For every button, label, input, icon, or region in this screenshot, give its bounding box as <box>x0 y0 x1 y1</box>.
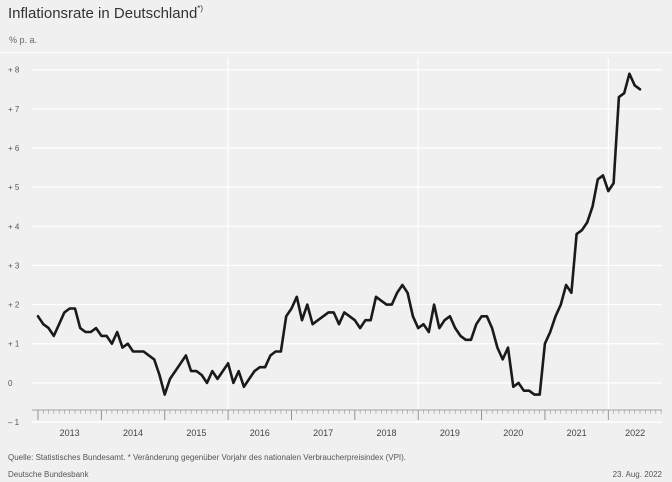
y-tick-label: + 2 <box>8 301 20 310</box>
y-tick-label: + 8 <box>8 66 20 75</box>
y-tick-label: + 3 <box>8 261 20 270</box>
y-tick-label: – 1 <box>8 418 20 427</box>
y-tick-label: + 6 <box>8 144 20 153</box>
x-tick-label: 2022 <box>625 428 645 438</box>
y-tick-label: 0 <box>8 379 13 388</box>
x-tick-label: 2018 <box>377 428 397 438</box>
source-note: Quelle: Statistisches Bundesamt. * Verän… <box>8 453 407 462</box>
unit-label: % p. a. <box>9 35 38 45</box>
x-tick-label: 2014 <box>123 428 143 438</box>
grid-lines <box>32 58 662 423</box>
y-tick-labels: – 1 0 + 1 + 2 + 3 + 4 + 5 + 6 + 7 + 8 <box>8 66 20 427</box>
x-tick-label: 2020 <box>503 428 523 438</box>
x-tick-label: 2016 <box>250 428 270 438</box>
y-tick-label: + 7 <box>8 105 20 114</box>
y-tick-label: + 1 <box>8 340 20 349</box>
x-tick-label: 2015 <box>186 428 206 438</box>
x-tick-label: 2013 <box>60 428 80 438</box>
y-tick-label: + 4 <box>8 222 20 231</box>
x-tick-labels: 2013 2014 2015 2016 2017 2018 2019 2020 2021 2022 <box>60 428 646 438</box>
x-tick-label: 2019 <box>440 428 460 438</box>
x-tick-label: 2017 <box>313 428 333 438</box>
x-axis <box>32 409 662 420</box>
publisher-label: Deutsche Bundesbank <box>8 470 89 479</box>
header-divider <box>0 52 672 53</box>
series-group <box>36 72 642 396</box>
y-tick-label: + 5 <box>8 183 20 192</box>
publish-date: 23. Aug. 2022 <box>612 470 662 479</box>
series-line <box>36 72 642 396</box>
x-tick-label: 2021 <box>567 428 587 438</box>
chart-title: Inflationsrate in Deutschland*) <box>8 4 204 22</box>
